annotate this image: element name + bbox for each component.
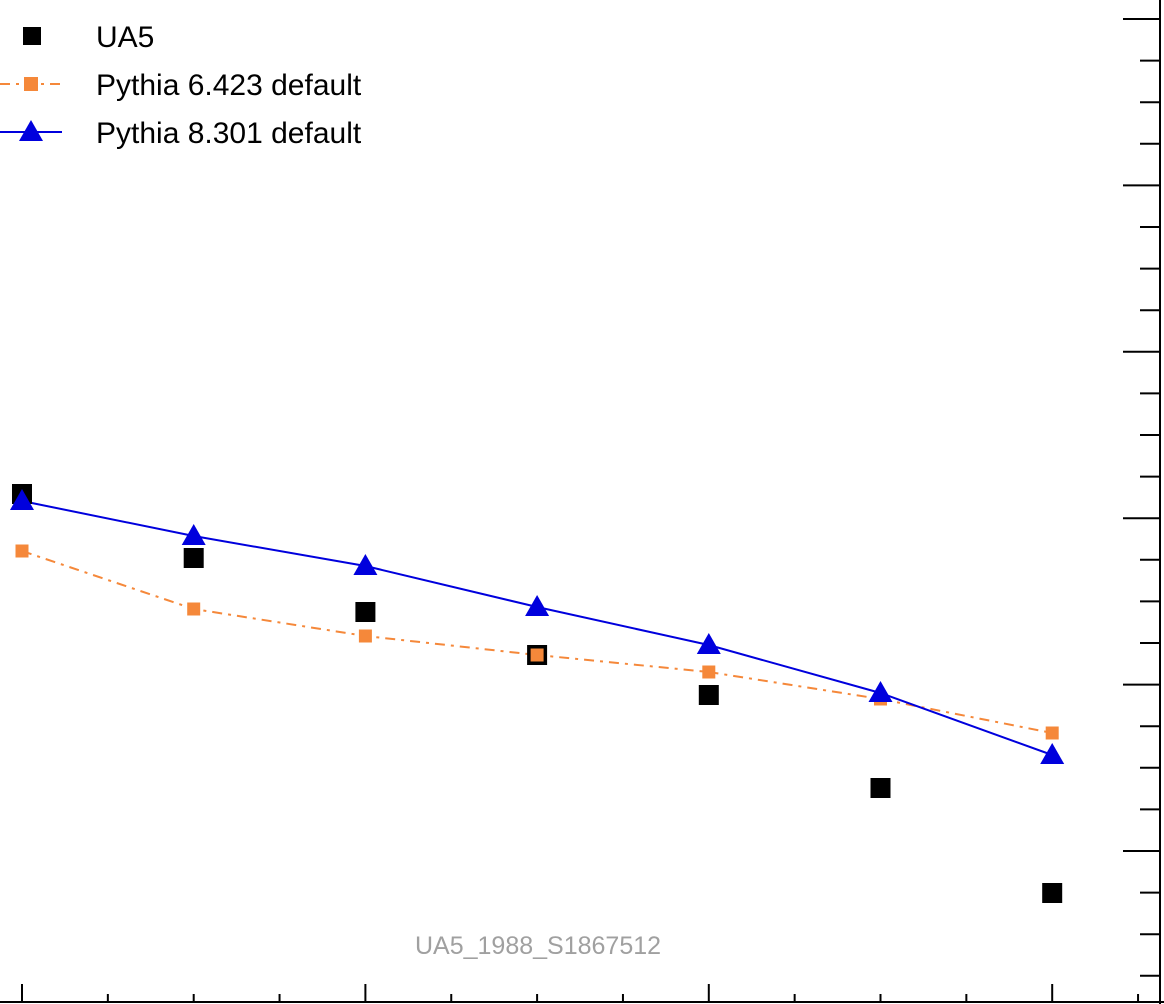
- series-1-point: [1045, 726, 1059, 740]
- series-1-point: [187, 602, 201, 616]
- series-2-point: [10, 489, 34, 510]
- series-1-point: [358, 629, 372, 643]
- series-0-point: [1042, 883, 1063, 903]
- legend: UA5 Pythia 6.423 default Pythia 8.301 defa…: [0, 21, 362, 150]
- analysis-watermark: UA5_1988_S1867512: [415, 932, 661, 960]
- series-2-point: [181, 524, 206, 545]
- series-0-point: [355, 602, 376, 622]
- series-2-point: [353, 554, 378, 575]
- series-1-point: [530, 648, 544, 662]
- legend-marker-1: [24, 77, 38, 91]
- series-1-point: [15, 544, 29, 558]
- series-markers: [10, 484, 1065, 903]
- series-lines: [21, 500, 1053, 756]
- series-2-point: [696, 633, 721, 654]
- legend-marker-0: [23, 27, 41, 45]
- legend-label-1: Pythia 6.423 default: [96, 69, 362, 102]
- series-2-point: [525, 595, 550, 616]
- series-2-point: [1040, 743, 1065, 764]
- series-0-point: [870, 778, 891, 798]
- series-1-point: [702, 665, 716, 679]
- series-0-point: [183, 548, 204, 568]
- legend-label-2: Pythia 8.301 default: [96, 117, 362, 150]
- series-line-1: [21, 550, 1053, 734]
- series-line-2: [21, 500, 1053, 756]
- legend-label-0: UA5: [96, 21, 154, 54]
- series-0-point: [698, 685, 719, 705]
- series-2-point: [868, 681, 893, 702]
- legend-marker-2: [19, 120, 43, 141]
